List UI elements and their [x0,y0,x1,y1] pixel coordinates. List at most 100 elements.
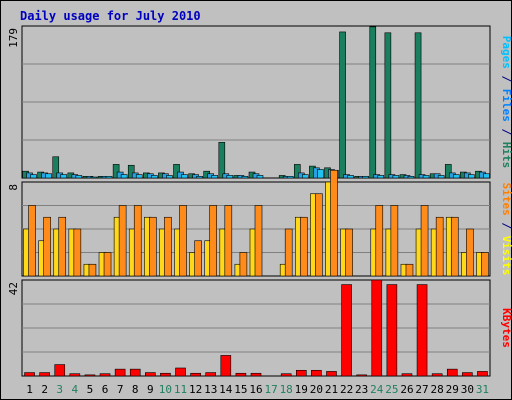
bar-mid-sites-day-20 [315,193,323,277]
x-tick-label-day-13: 13 [204,383,217,396]
x-tick-label-day-15: 15 [234,383,247,396]
bar-bot-kbytes-day-18 [280,373,292,377]
panel-mid-ymax-label: 8 [7,184,20,191]
bar-mid-sites-day-27 [420,205,429,277]
bar-top-pages-day-25 [392,175,400,179]
bar-top-hits-day-3 [52,156,60,179]
panel-top-series-label-part-1: / [500,69,512,89]
bar-top-pages-day-30 [468,174,475,179]
panel-top-series-label: Pages / Files / Hits [500,36,512,169]
panel-mid-series-label-part-1: / [500,216,512,236]
bar-bot-kbytes-day-15 [235,372,247,377]
panel-top-series-label-part-2: Files [500,89,512,122]
bar-bot-kbytes-day-16 [250,372,262,377]
x-tick-label-day-22: 22 [340,383,353,396]
panel-mid-series-label-part-0: Sites [500,183,512,216]
bar-top-pages-day-13 [211,175,219,179]
x-tick-label-day-8: 8 [132,383,139,396]
bar-mid-sites-day-4 [73,228,82,277]
bar-top-pages-day-29 [452,174,460,179]
bar-bot-kbytes-day-6 [99,373,111,377]
panel-bot-ymax-label: 42 [7,282,20,295]
bar-top-hits-day-7 [112,164,120,179]
panel-top-series-label-part-0: Pages [500,36,512,69]
x-tick-label-day-18: 18 [280,383,293,396]
bar-top-pages-day-24 [377,175,385,179]
bar-top-pages-day-27 [422,175,430,179]
x-tick-label-day-10: 10 [159,383,172,396]
x-tick-label-day-20: 20 [310,383,323,396]
bar-mid-sites-day-26 [405,263,414,277]
bar-bot-kbytes-day-13 [205,372,217,377]
x-tick-label-day-14: 14 [219,383,233,396]
bar-mid-sites-day-21 [330,169,338,277]
x-tick-label-day-4: 4 [72,383,79,396]
bar-top-hits-day-19 [293,164,301,179]
bar-mid-sites-day-24 [375,205,384,277]
bar-mid-sites-day-3 [58,216,67,277]
bar-mid-sites-day-28 [435,216,444,277]
bar-mid-sites-day-25 [390,205,399,277]
bar-bot-kbytes-day-28 [431,373,443,377]
x-tick-label-day-17: 17 [264,383,277,396]
x-tick-label-day-28: 28 [431,383,444,396]
x-tick-label-day-3: 3 [56,383,63,396]
bar-top-pages-day-19 [301,174,309,179]
panel-mid: 8 Sites / Visits [7,169,512,277]
bar-mid-sites-day-12 [194,240,202,277]
bar-top-pages-day-18 [286,176,294,179]
panel-bot: 42 KBytes [7,279,512,377]
bar-mid-sites-day-11 [179,205,187,277]
bar-top-pages-day-11 [181,174,188,179]
x-tick-label-day-1: 1 [26,383,33,396]
bar-bot-kbytes-day-25 [386,284,398,377]
bar-top-pages-day-31 [483,173,490,179]
panel-mid-series-label: Sites / Visits [500,183,512,276]
bar-mid-sites-day-19 [299,216,308,277]
bar-bot-kbytes-day-5 [84,374,96,377]
panel-bot-series-label: KBytes [500,308,512,348]
bar-top-hits-day-11 [173,164,180,179]
bar-bot-kbytes-day-26 [401,373,413,377]
bar-mid-sites-day-13 [209,205,218,277]
bar-top-hits-day-27 [414,32,422,179]
bar-top-hits-day-8 [127,164,135,179]
bar-bot-kbytes-day-14 [220,355,232,377]
bar-mid-sites-day-22 [345,228,353,277]
bar-bot-kbytes-day-31 [477,371,488,377]
x-tick-label-day-29: 29 [446,383,459,396]
chart-title: Daily usage for July 2010 [20,9,201,23]
bar-bot-kbytes-day-19 [295,369,307,377]
panel-top-series-label-part-4: Hits [500,142,512,169]
bar-top-pages-day-3 [60,174,68,179]
bar-top-pages-day-5 [90,176,98,179]
x-tick-label-day-12: 12 [189,383,202,396]
bar-top-pages-day-14 [226,175,234,179]
x-tick-label-day-23: 23 [355,383,368,396]
bar-bot-kbytes-day-8 [129,368,141,377]
bar-top-pages-day-4 [75,175,83,179]
bar-bot-kbytes-day-23 [356,374,367,377]
bar-top-pages-day-1 [30,174,37,179]
bar-bot-kbytes-day-2 [39,372,50,377]
x-tick-label-day-7: 7 [117,383,124,396]
bar-top-pages-day-6 [105,176,113,179]
bar-top-pages-day-16 [256,175,264,179]
x-tick-label-day-30: 30 [461,383,474,396]
bar-bot-kbytes-day-1 [24,372,35,377]
panel-top-ymax-label: 179 [7,28,20,48]
bar-mid-sites-day-31 [481,252,489,277]
bar-mid-sites-day-9 [149,216,157,277]
bar-top-pages-day-20 [317,169,324,179]
x-tick-label-day-26: 26 [400,383,413,396]
bar-bot-kbytes-day-3 [54,364,66,377]
bar-top-hits-day-24 [369,26,377,179]
bar-top-hits-day-25 [384,32,392,179]
bar-bot-kbytes-day-21 [326,371,337,377]
bar-mid-sites-day-14 [224,205,233,277]
bar-top-pages-day-15 [241,176,249,179]
bar-bot-kbytes-day-30 [462,372,473,377]
bar-top-hits-day-14 [218,142,226,179]
panel-top-series-label-part-3: / [500,122,512,142]
bar-mid-sites-day-10 [164,216,172,277]
